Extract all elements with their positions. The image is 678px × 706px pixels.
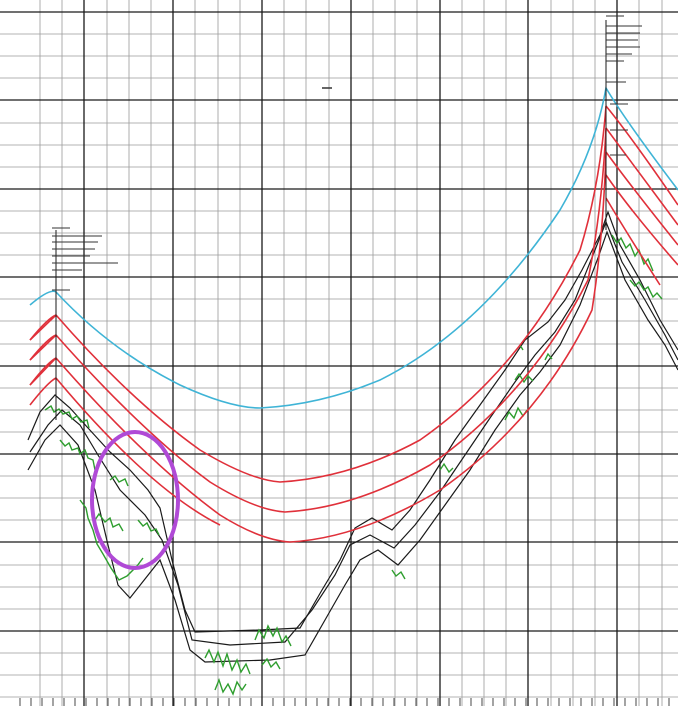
vegetation-cluster [214,677,247,696]
red-cable-right-span [605,127,678,226]
support-structures [55,20,607,420]
vegetation-cluster [44,404,90,429]
vegetation-cluster [94,512,124,532]
vegetation-cluster [59,439,96,471]
vegetation-cluster [79,499,144,581]
red-cable-right-span [605,197,661,286]
highlight-circle [90,430,180,570]
red-cable-right-span [605,105,678,206]
terrain-line-mid [29,220,678,646]
top-cable [29,85,678,409]
terrain-line-upper [27,210,678,633]
vegetation-cluster [204,648,251,675]
red-cable-right-span [605,174,678,266]
vegetation-cluster [439,462,454,474]
red-cable-2 [29,127,607,513]
left-annotation-block [52,227,118,291]
red-cable-right-span [605,151,678,246]
red-cable-3 [29,151,607,543]
vegetation-cluster [391,569,406,580]
vegetation-cluster [109,474,129,487]
vegetation-cluster [544,352,553,361]
right-annotation-block [606,15,642,156]
vegetation-cluster [261,657,281,670]
vegetation-cluster [514,372,534,384]
red-cable-4 [29,377,221,526]
red-cable-1 [29,105,607,483]
cable-catenaries [29,85,678,543]
vegetation-cluster [137,519,160,536]
vegetation-cluster [254,624,292,647]
vegetation-marks [44,234,663,696]
vegetation-cluster [629,279,663,300]
red-cable-left-span [29,314,57,386]
